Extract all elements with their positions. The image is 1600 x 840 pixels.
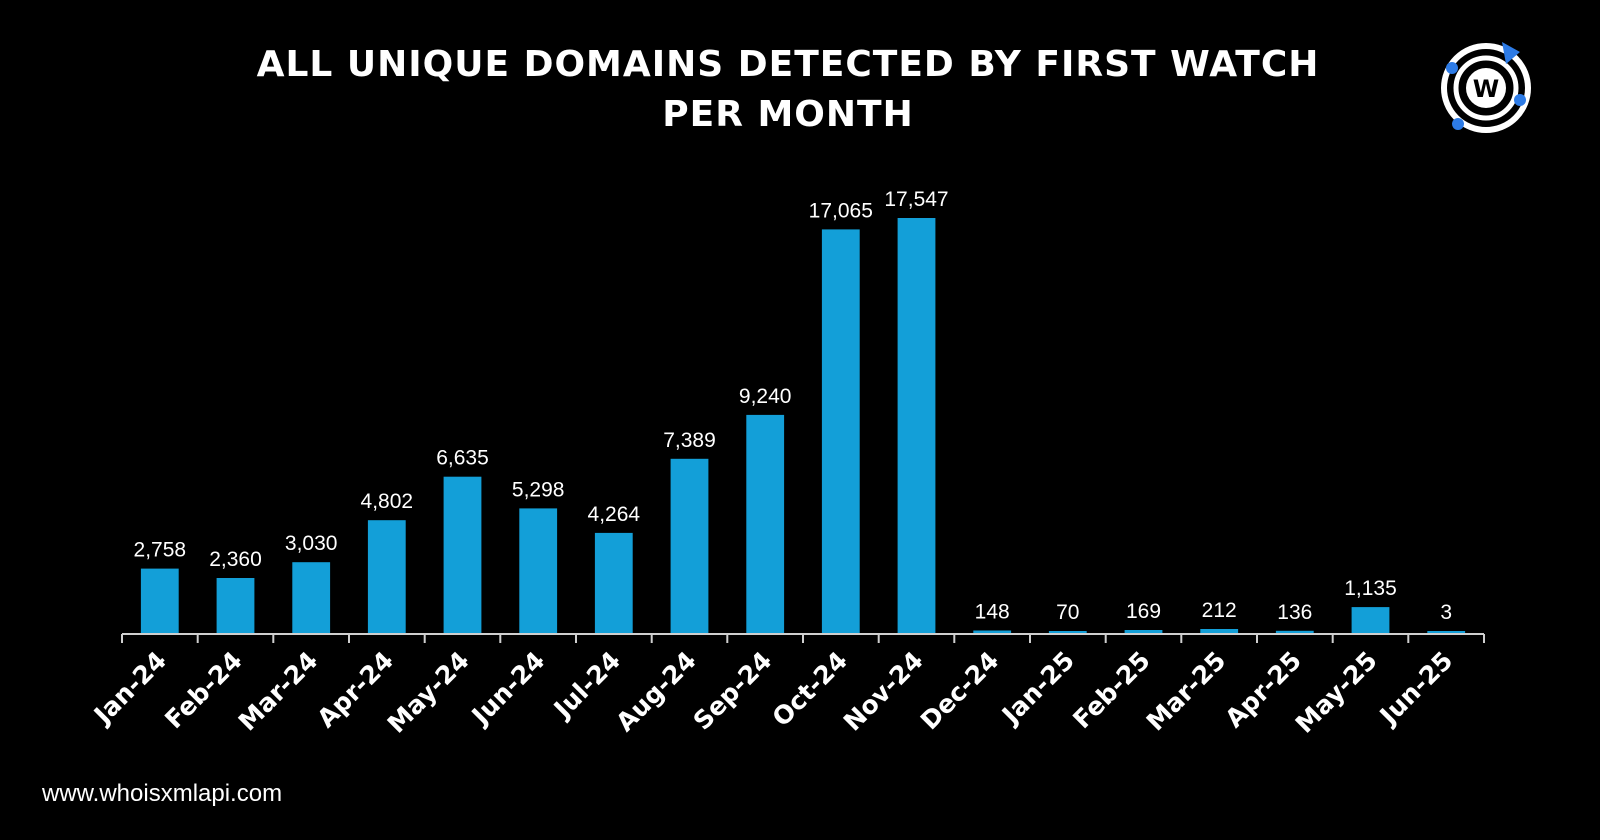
value-label-aug-24: 7,389 [663, 429, 716, 452]
tick-label-jun-25: Jun-25 [1373, 646, 1459, 732]
value-label-apr-24: 4,802 [361, 490, 414, 513]
logo-node-left [1446, 62, 1458, 74]
chart-title: ALL UNIQUE DOMAINS DETECTED BY FIRST WAT… [0, 40, 1576, 140]
tick-label-feb-24: Feb-24 [159, 646, 247, 734]
bar-may-24 [443, 476, 482, 634]
value-label-nov-24: 17,547 [884, 188, 948, 211]
value-label-feb-25: 169 [1126, 600, 1161, 623]
logo-node-bottom [1452, 118, 1464, 130]
tick-label-may-24: May-24 [382, 646, 475, 739]
value-label-mar-24: 3,030 [285, 532, 338, 555]
value-label-feb-24: 2,360 [209, 548, 262, 571]
bar-mar-25 [1200, 629, 1239, 634]
bar-nov-24 [897, 218, 936, 634]
bar-aug-24 [670, 458, 709, 634]
tick-label-may-25: May-25 [1290, 646, 1383, 739]
chart-title-line-1: ALL UNIQUE DOMAINS DETECTED BY FIRST WAT… [256, 44, 1320, 85]
tick-label-aug-24: Aug-24 [610, 646, 701, 737]
value-labels-layer: 2,758 2,360 3,030 4,802 6,635 5,298 4,264 7,389… [134, 188, 1453, 624]
value-label-jan-24: 2,758 [134, 539, 187, 562]
logo-letter: W [1473, 75, 1499, 103]
value-label-jun-25: 3 [1440, 601, 1452, 624]
bar-dec-24 [973, 630, 1012, 634]
value-label-jun-24: 5,298 [512, 478, 565, 501]
tick-label-jun-24: Jun-24 [465, 646, 551, 732]
value-label-oct-24: 17,065 [809, 199, 873, 222]
value-label-mar-25: 212 [1202, 599, 1237, 622]
tick-label-mar-25: Mar-25 [1141, 646, 1232, 737]
bar-jan-25 [1048, 631, 1087, 634]
logo-outer-ring [1441, 43, 1531, 133]
value-label-jul-24: 4,264 [588, 503, 641, 526]
x-axis-tick-labels: Jan-24Feb-24Mar-24Apr-24May-24Jun-24Jul-… [87, 646, 1458, 739]
value-label-may-25: 1,135 [1344, 577, 1397, 600]
value-label-jan-25: 70 [1056, 601, 1079, 624]
website-url: www.whoisxmlapi.com [42, 780, 283, 807]
x-axis [121, 633, 1485, 643]
bar-apr-25 [1275, 630, 1314, 634]
bar-mar-24 [292, 562, 331, 634]
bars-layer [140, 218, 1466, 634]
bar-jan-24 [140, 568, 179, 634]
bar-jun-24 [519, 508, 558, 634]
value-label-apr-25: 136 [1277, 601, 1312, 624]
value-label-sep-24: 9,240 [739, 385, 792, 408]
bar-sep-24 [746, 414, 785, 634]
tick-label-feb-25: Feb-25 [1067, 646, 1155, 734]
chart-title-line-2: PER MONTH [662, 94, 914, 135]
logo-pointer-shape [1502, 42, 1520, 64]
bar-apr-24 [367, 520, 406, 634]
whoisxmlapi-logo-icon: W [1441, 42, 1531, 133]
value-label-may-24: 6,635 [436, 447, 489, 470]
tick-label-sep-24: Sep-24 [688, 646, 778, 736]
bar-oct-24 [821, 229, 860, 634]
value-label-dec-24: 148 [975, 601, 1010, 624]
tick-label-dec-24: Dec-24 [915, 646, 1005, 736]
tick-label-jan-25: Jan-25 [995, 646, 1080, 731]
bar-feb-24 [216, 578, 255, 634]
logo-center-disc [1466, 68, 1506, 108]
logo-inner-ring [1453, 55, 1519, 121]
bar-may-25 [1351, 607, 1390, 634]
bar-jul-24 [594, 532, 633, 634]
bar-jun-25 [1427, 631, 1466, 634]
tick-label-nov-24: Nov-24 [838, 646, 929, 737]
tick-label-mar-24: Mar-24 [233, 646, 324, 737]
bar-feb-25 [1124, 630, 1163, 634]
tick-label-jan-24: Jan-24 [87, 646, 172, 731]
logo-node-right [1514, 94, 1526, 106]
